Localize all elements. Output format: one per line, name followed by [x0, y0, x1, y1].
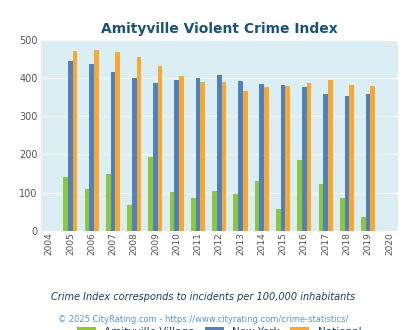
- Bar: [200, 82, 205, 231]
- Bar: [158, 66, 162, 231]
- Bar: [254, 181, 259, 231]
- Bar: [216, 75, 221, 231]
- Bar: [318, 184, 322, 231]
- Legend: Amityville Village, New York, National: Amityville Village, New York, National: [73, 322, 364, 330]
- Bar: [280, 85, 285, 231]
- Bar: [174, 80, 179, 231]
- Bar: [68, 61, 72, 231]
- Title: Amityville Violent Crime Index: Amityville Violent Crime Index: [100, 22, 337, 36]
- Bar: [301, 87, 306, 231]
- Bar: [264, 87, 268, 231]
- Bar: [233, 194, 238, 231]
- Bar: [259, 84, 264, 231]
- Bar: [275, 209, 280, 231]
- Bar: [195, 78, 200, 231]
- Text: Crime Index corresponds to incidents per 100,000 inhabitants: Crime Index corresponds to incidents per…: [51, 292, 354, 302]
- Bar: [72, 51, 77, 231]
- Text: © 2025 CityRating.com - https://www.cityrating.com/crime-statistics/: © 2025 CityRating.com - https://www.city…: [58, 315, 347, 324]
- Bar: [365, 94, 369, 231]
- Bar: [179, 76, 183, 231]
- Bar: [306, 83, 311, 231]
- Bar: [136, 57, 141, 231]
- Bar: [327, 80, 332, 231]
- Bar: [322, 94, 327, 231]
- Bar: [242, 90, 247, 231]
- Bar: [190, 198, 195, 231]
- Bar: [115, 52, 119, 231]
- Bar: [169, 192, 174, 231]
- Bar: [110, 72, 115, 231]
- Bar: [153, 83, 158, 231]
- Bar: [84, 189, 89, 231]
- Bar: [148, 157, 153, 231]
- Bar: [348, 85, 353, 231]
- Bar: [369, 86, 374, 231]
- Bar: [212, 191, 216, 231]
- Bar: [63, 178, 68, 231]
- Bar: [339, 198, 344, 231]
- Bar: [94, 50, 98, 231]
- Bar: [221, 82, 226, 231]
- Bar: [360, 217, 365, 231]
- Bar: [106, 174, 110, 231]
- Bar: [238, 81, 242, 231]
- Bar: [132, 78, 136, 231]
- Bar: [89, 64, 94, 231]
- Bar: [285, 85, 289, 231]
- Bar: [344, 96, 348, 231]
- Bar: [296, 160, 301, 231]
- Bar: [127, 205, 132, 231]
